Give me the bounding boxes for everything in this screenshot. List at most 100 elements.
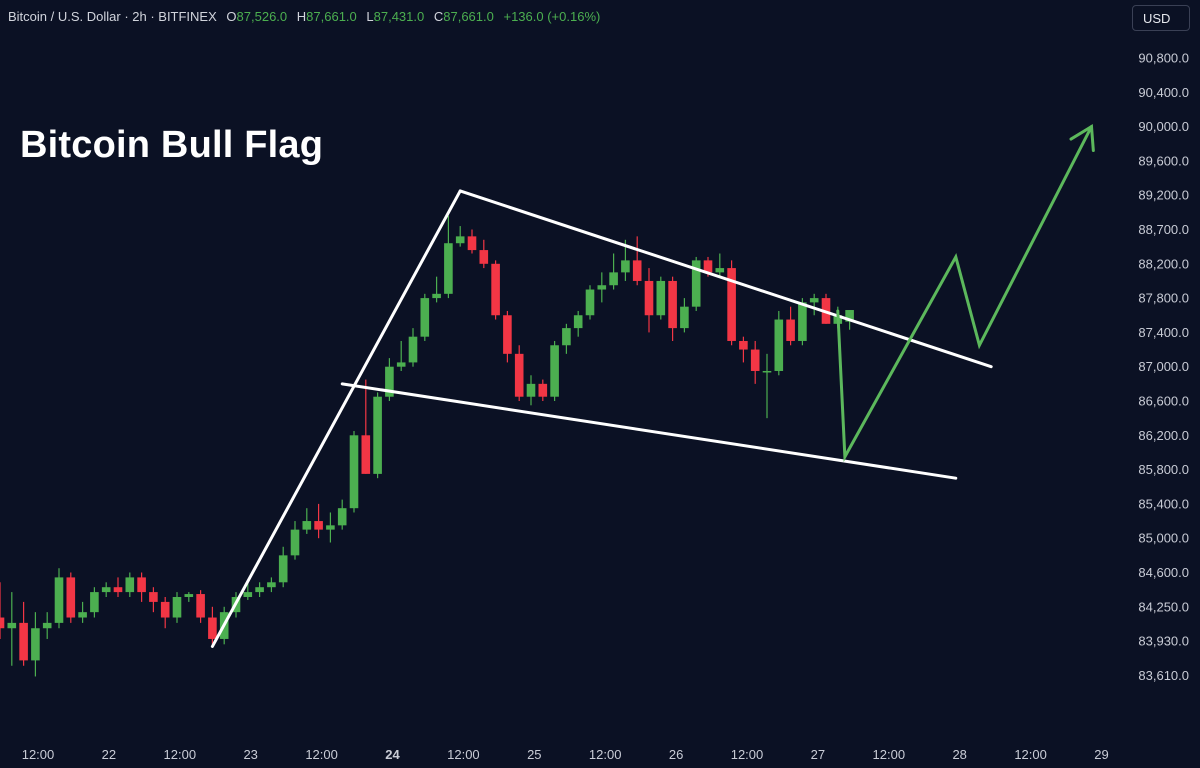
candle bbox=[774, 310, 784, 376]
price-tick-label: 84,250.0 bbox=[1138, 599, 1189, 614]
price-tick-label: 84,600.0 bbox=[1138, 565, 1189, 580]
candle bbox=[278, 546, 288, 588]
flag-lower-trendline bbox=[340, 382, 958, 480]
candle-body bbox=[632, 260, 642, 281]
candle bbox=[78, 601, 87, 623]
candle-body bbox=[691, 260, 701, 307]
candle-body bbox=[514, 353, 524, 397]
candle bbox=[798, 298, 807, 346]
candle-body bbox=[113, 587, 123, 593]
candle bbox=[526, 375, 536, 406]
price-tick-label: 88,700.0 bbox=[1138, 222, 1189, 237]
high-label: H bbox=[296, 9, 307, 24]
change-value: +136.0 (+0.16%) bbox=[503, 9, 601, 24]
open-label: O bbox=[226, 9, 237, 24]
candle-body bbox=[184, 594, 194, 597]
candle bbox=[597, 272, 607, 303]
time-tick-label: 29 bbox=[1094, 747, 1108, 762]
candle-body bbox=[526, 383, 536, 397]
candle-body bbox=[727, 268, 736, 341]
candle bbox=[255, 582, 264, 597]
price-tick-label: 86,600.0 bbox=[1138, 394, 1189, 409]
candle bbox=[396, 340, 406, 371]
candle-body bbox=[420, 298, 430, 337]
candle bbox=[420, 293, 430, 341]
price-tick-label: 87,400.0 bbox=[1138, 325, 1189, 340]
flag-pole-line bbox=[210, 189, 462, 648]
candle bbox=[125, 572, 135, 597]
time-tick-label: 28 bbox=[952, 747, 966, 762]
candle-body bbox=[361, 435, 371, 474]
candle-body bbox=[455, 236, 465, 244]
candle-body bbox=[125, 577, 135, 593]
candle-body bbox=[597, 285, 607, 290]
candle bbox=[479, 239, 489, 269]
candle bbox=[408, 328, 418, 367]
candle-body bbox=[54, 577, 64, 623]
candle bbox=[432, 276, 441, 303]
low-value: 87,431.0 bbox=[373, 9, 425, 24]
time-tick-label: 12:00 bbox=[22, 747, 55, 762]
candle bbox=[243, 582, 253, 600]
candle-body bbox=[90, 592, 99, 613]
candle-body bbox=[160, 601, 170, 618]
candle-body bbox=[42, 622, 52, 629]
candle-body bbox=[845, 310, 854, 322]
candle-body bbox=[19, 622, 28, 661]
time-tick-label: 26 bbox=[669, 747, 683, 762]
candle-body bbox=[196, 594, 205, 618]
candle-body bbox=[7, 622, 17, 629]
price-tick-label: 86,200.0 bbox=[1138, 428, 1189, 443]
candle bbox=[503, 310, 512, 363]
candle bbox=[90, 587, 99, 618]
candle-body bbox=[774, 319, 784, 371]
symbol-label: Bitcoin / U.S. Dollar · 2h · BITFINEX bbox=[8, 9, 217, 24]
candle-body bbox=[809, 298, 819, 303]
candle bbox=[715, 253, 725, 277]
candle bbox=[573, 310, 583, 337]
candle bbox=[208, 606, 217, 645]
candle bbox=[19, 601, 28, 666]
candle bbox=[809, 293, 819, 316]
candle-body bbox=[149, 592, 158, 602]
price-tick-label: 85,000.0 bbox=[1138, 531, 1189, 546]
candle-body bbox=[739, 340, 748, 350]
price-tick-label: 89,600.0 bbox=[1138, 153, 1189, 168]
time-tick-label: 12:00 bbox=[873, 747, 906, 762]
currency-selector-button[interactable]: USD bbox=[1132, 5, 1190, 31]
candle-body bbox=[396, 362, 406, 367]
candle-body bbox=[267, 582, 276, 588]
candle-body bbox=[172, 597, 182, 618]
price-tick-label: 90,000.0 bbox=[1138, 119, 1189, 134]
time-tick-label: 22 bbox=[102, 747, 116, 762]
candle bbox=[632, 236, 642, 286]
projection-path bbox=[836, 125, 1093, 463]
candle bbox=[691, 256, 701, 311]
candles-layer bbox=[0, 215, 854, 677]
candle bbox=[137, 572, 146, 602]
candle-body bbox=[290, 529, 300, 556]
candle-body bbox=[750, 349, 760, 371]
candle-body bbox=[137, 577, 146, 593]
candle bbox=[668, 276, 677, 341]
candle bbox=[172, 592, 182, 623]
candle bbox=[337, 499, 347, 530]
candle-body bbox=[562, 328, 571, 346]
candle-body bbox=[66, 577, 76, 618]
candle-body bbox=[621, 260, 630, 273]
candle bbox=[644, 268, 654, 333]
candle-body bbox=[349, 435, 359, 509]
candle bbox=[267, 577, 276, 593]
time-tick-label: 23 bbox=[243, 747, 257, 762]
candle-body bbox=[786, 319, 795, 341]
time-axis[interactable]: 12:00 22 12:00 23 12:00 24 12:00 25 12:00 26 12:00… bbox=[22, 747, 1109, 762]
candle-body bbox=[408, 336, 418, 363]
candle bbox=[538, 379, 548, 401]
candle-body bbox=[337, 508, 347, 526]
candle-body bbox=[491, 263, 500, 316]
candle bbox=[326, 512, 335, 543]
candle bbox=[609, 253, 618, 290]
price-axis[interactable]: 90,800.0 90,400.0 90,000.0 89,600.0 89,200.0… bbox=[1138, 51, 1189, 683]
time-tick-label: 27 bbox=[811, 747, 825, 762]
